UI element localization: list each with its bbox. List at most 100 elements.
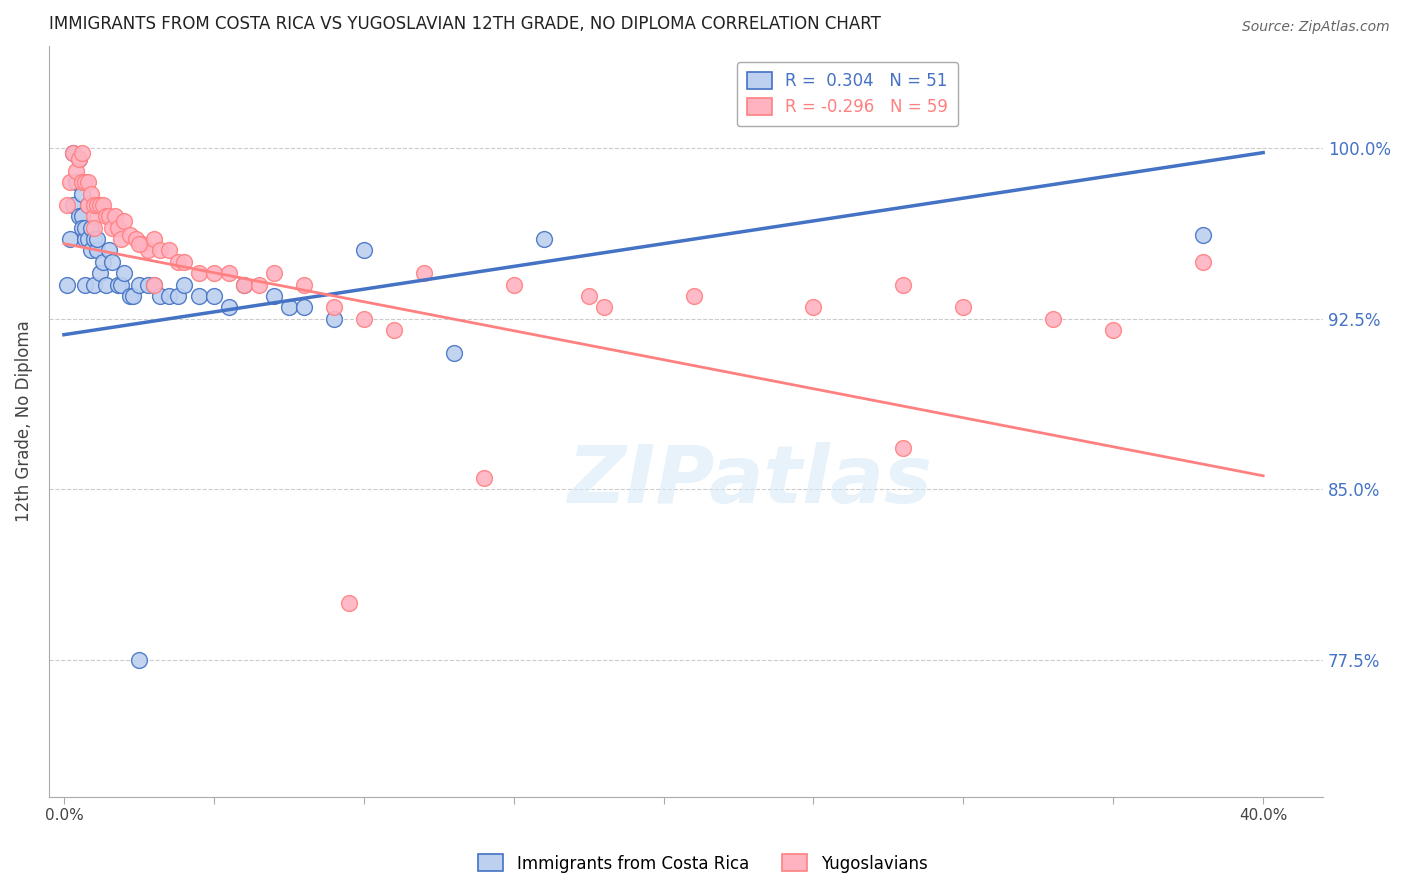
Point: [59, 175, 82, 189]
Legend: R =  0.304   N = 51, R = -0.296   N = 59: R = 0.304 N = 51, R = -0.296 N = 59: [737, 62, 957, 126]
Point: [125, 232, 148, 246]
Point: [94, 210, 117, 224]
Point: [70, 220, 93, 235]
Point: [131, 236, 153, 251]
Point: [70, 145, 93, 160]
Point: [56, 277, 79, 292]
Point: [167, 255, 190, 269]
Point: [382, 323, 405, 337]
Point: [337, 596, 360, 610]
Point: [110, 232, 132, 246]
Point: [893, 277, 915, 292]
Point: [167, 289, 190, 303]
Text: ZIPatlas: ZIPatlas: [567, 442, 932, 520]
Point: [83, 198, 105, 212]
Point: [149, 244, 172, 258]
Point: [263, 266, 285, 280]
Point: [77, 198, 100, 212]
Point: [77, 175, 100, 189]
Point: [73, 220, 96, 235]
Point: [202, 289, 225, 303]
Point: [803, 301, 825, 315]
Text: IMMIGRANTS FROM COSTA RICA VS YUGOSLAVIAN 12TH GRADE, NO DIPLOMA CORRELATION CHA: IMMIGRANTS FROM COSTA RICA VS YUGOSLAVIA…: [49, 15, 880, 33]
Point: [80, 220, 103, 235]
Point: [91, 198, 114, 212]
Point: [118, 289, 141, 303]
Point: [62, 145, 84, 160]
Point: [122, 289, 145, 303]
Point: [353, 244, 375, 258]
Point: [80, 244, 103, 258]
Point: [110, 277, 132, 292]
Point: [62, 198, 84, 212]
Point: [67, 210, 90, 224]
Point: [94, 277, 117, 292]
Point: [112, 266, 135, 280]
Point: [202, 266, 225, 280]
Point: [83, 232, 105, 246]
Point: [187, 289, 209, 303]
Point: [70, 175, 93, 189]
Point: [101, 220, 124, 235]
Point: [104, 210, 127, 224]
Point: [67, 153, 90, 167]
Point: [73, 277, 96, 292]
Point: [187, 266, 209, 280]
Point: [1102, 323, 1125, 337]
Point: [218, 266, 240, 280]
Text: Source: ZipAtlas.com: Source: ZipAtlas.com: [1241, 20, 1389, 34]
Point: [353, 311, 375, 326]
Point: [97, 244, 120, 258]
Point: [322, 301, 344, 315]
Point: [443, 346, 465, 360]
Point: [70, 210, 93, 224]
Point: [247, 277, 270, 292]
Point: [292, 301, 315, 315]
Point: [86, 244, 108, 258]
Point: [682, 289, 704, 303]
Point: [472, 471, 495, 485]
Point: [128, 653, 150, 667]
Point: [1192, 255, 1215, 269]
Point: [65, 164, 87, 178]
Point: [89, 266, 111, 280]
Point: [97, 210, 120, 224]
Y-axis label: 12th Grade, No Diploma: 12th Grade, No Diploma: [15, 320, 32, 522]
Point: [80, 186, 103, 201]
Point: [86, 198, 108, 212]
Point: [502, 277, 524, 292]
Point: [59, 232, 82, 246]
Point: [83, 277, 105, 292]
Point: [592, 301, 614, 315]
Legend: Immigrants from Costa Rica, Yugoslavians: Immigrants from Costa Rica, Yugoslavians: [472, 847, 934, 880]
Point: [157, 244, 180, 258]
Point: [118, 227, 141, 242]
Point: [128, 277, 150, 292]
Point: [86, 232, 108, 246]
Point: [73, 175, 96, 189]
Point: [142, 232, 165, 246]
Point: [65, 175, 87, 189]
Point: [218, 301, 240, 315]
Point: [67, 153, 90, 167]
Point: [56, 198, 79, 212]
Point: [173, 255, 195, 269]
Point: [142, 277, 165, 292]
Point: [77, 198, 100, 212]
Point: [128, 236, 150, 251]
Point: [232, 277, 254, 292]
Point: [292, 277, 315, 292]
Point: [149, 289, 172, 303]
Point: [107, 220, 129, 235]
Point: [83, 220, 105, 235]
Point: [157, 289, 180, 303]
Point: [142, 277, 165, 292]
Point: [277, 301, 299, 315]
Point: [893, 442, 915, 456]
Point: [533, 232, 555, 246]
Point: [322, 311, 344, 326]
Point: [112, 214, 135, 228]
Point: [173, 277, 195, 292]
Point: [232, 277, 254, 292]
Point: [70, 186, 93, 201]
